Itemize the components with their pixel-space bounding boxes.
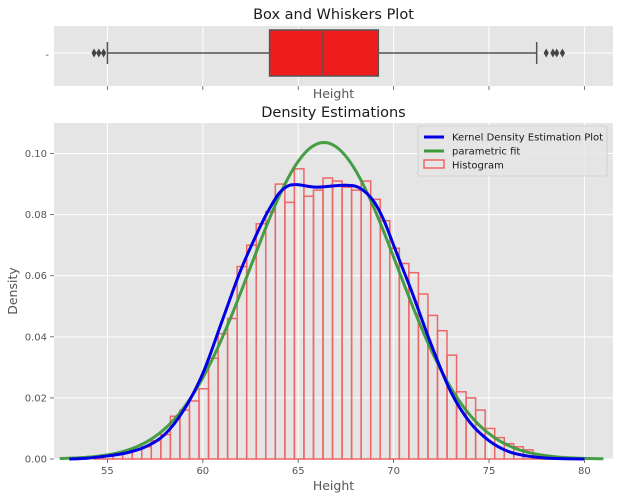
density-y-tick-label: 0.02 (25, 393, 47, 404)
box-plot-y-tick-label: - (45, 50, 49, 61)
legend-box (417, 125, 608, 177)
density-x-tick-label: 55 (101, 466, 114, 477)
density-y-axis-label: Density (5, 267, 20, 315)
density-y-tick-label: 0.00 (25, 455, 47, 466)
box-plot-outlier (101, 48, 107, 58)
density-x-axis-label: Height (313, 478, 354, 493)
box-plot-outlier (96, 48, 102, 58)
box-plot-outlier (550, 48, 556, 58)
parametric-fit-line (59, 140, 604, 461)
density-x-tick-label: 70 (387, 466, 400, 477)
box-plot-x-ticks (107, 86, 585, 90)
density-panel: Density Estimations 55 60 65 70 75 80 0.000.0… (5, 105, 613, 493)
density-x-ticks: 55 60 65 70 75 80 (101, 459, 591, 477)
box-plot-outlier (91, 48, 97, 58)
density-y-tick-label: 0.06 (25, 271, 47, 282)
density-y-ticks: 0.00 0.02 0.04 0.06 0.08 0.10 (25, 149, 54, 466)
density-x-tick-label: 65 (292, 466, 305, 477)
density-plot-area (54, 123, 613, 459)
legend: Kernel Density Estimation Plot parametri… (417, 125, 608, 177)
density-y-tick-label: 0.08 (25, 210, 47, 221)
legend-histogram-swatch (423, 159, 445, 169)
box-plot-title: Box and Whiskers Plot (253, 7, 414, 23)
box-plot-outlier (559, 48, 566, 58)
box-plot-x-axis-label: Height (313, 86, 354, 101)
density-x-tick-label: 75 (483, 466, 496, 477)
density-y-tick-label: 0.10 (25, 149, 47, 160)
legend-parametric-fit-label: parametric fit (452, 147, 520, 158)
density-y-tick-label: 0.04 (25, 332, 47, 343)
box-plot-panel: Box and Whiskers Plot - Height (45, 7, 613, 101)
density-x-tick-label: 60 (196, 466, 209, 477)
box-plot-box (268, 29, 380, 77)
box-plot-outlier (543, 48, 549, 58)
box-plot-marks (91, 29, 566, 77)
density-title: Density Estimations (261, 105, 406, 121)
kde-line (69, 183, 585, 461)
density-x-tick-label: 80 (578, 466, 591, 477)
legend-histogram-label: Histogram (452, 161, 504, 172)
legend-kde-label: Kernel Density Estimation Plot (452, 133, 603, 144)
box-plot-outlier (554, 48, 560, 58)
